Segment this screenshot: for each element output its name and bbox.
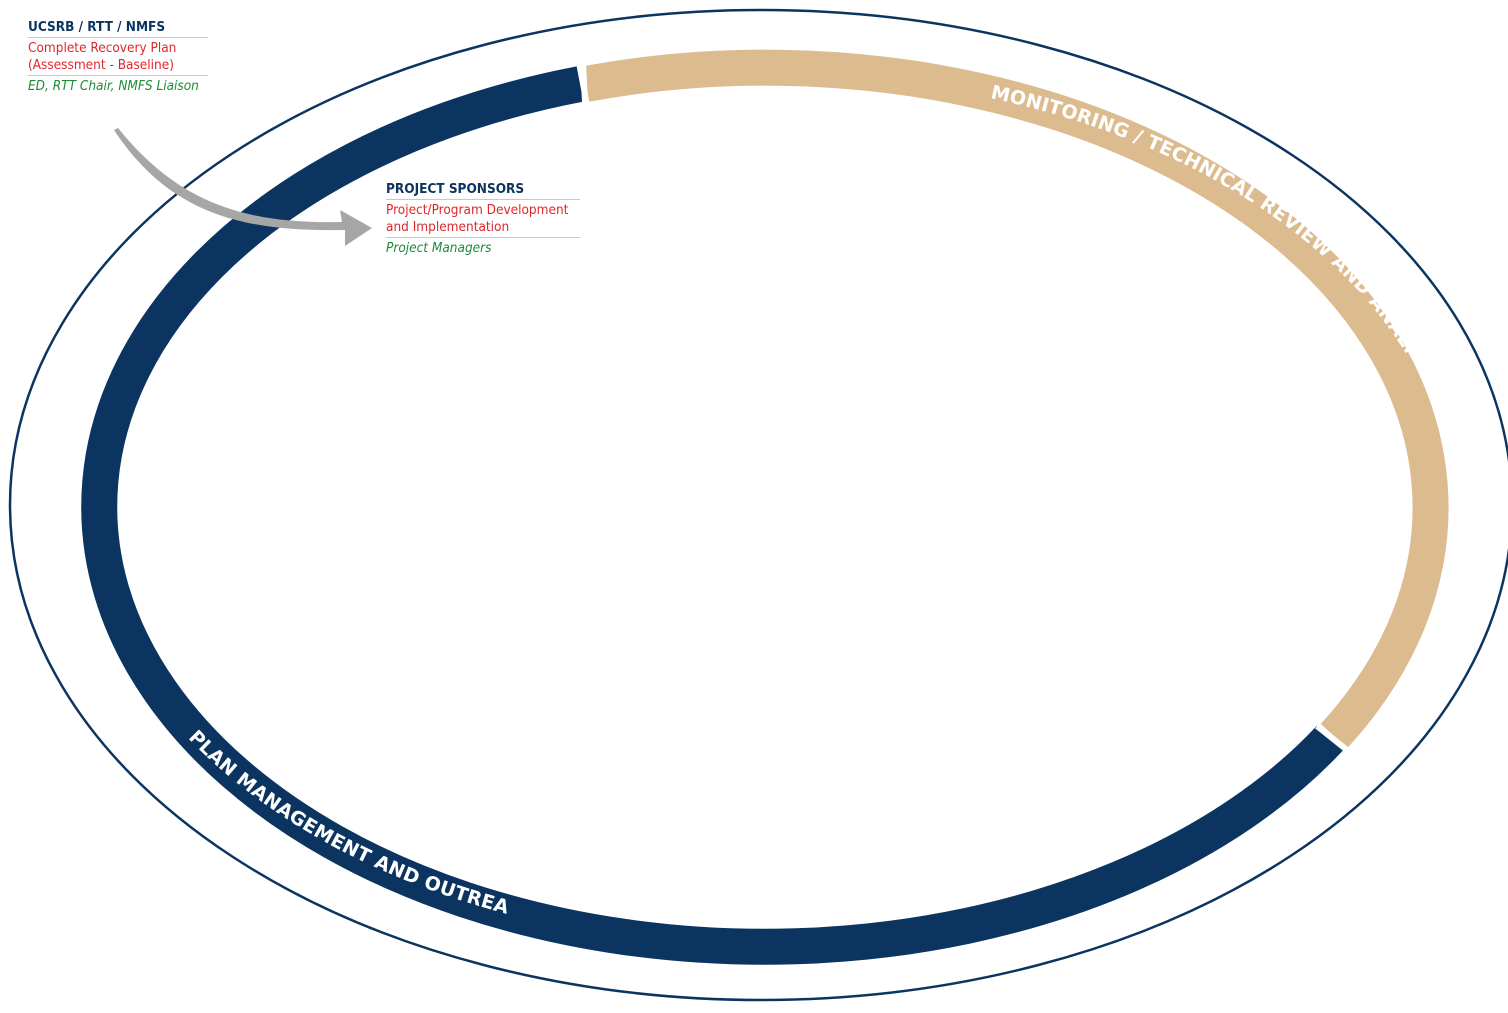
- ring-segment-plan-management: [81, 66, 1344, 965]
- ucsrb-box-activity-line: Complete Recovery Plan: [28, 40, 177, 56]
- project-sponsors-box-activity-line: and Implementation: [386, 219, 510, 235]
- outer-ring: [8, 8, 1508, 1002]
- ucsrb-box-activity-line: (Assessment - Baseline): [28, 57, 174, 73]
- project-sponsors-box-title: PROJECT SPONSORS: [386, 181, 580, 200]
- ucsrb-box: UCSRB / RTT / NMFS Complete Recovery Pla…: [28, 19, 208, 95]
- ucsrb-box-activity: Complete Recovery Plan (Assessment - Bas…: [28, 40, 208, 76]
- project-sponsors-box-activity: Project/Program Development and Implemen…: [386, 202, 580, 238]
- ucsrb-box-title: UCSRB / RTT / NMFS: [28, 19, 208, 38]
- ucsrb-box-responsible: ED, RTT Chair, NMFS Liaison: [28, 78, 199, 94]
- project-sponsors-box-responsible: Project Managers: [386, 240, 492, 256]
- segment-gap-top: [580, 61, 588, 103]
- flow-arrow: [114, 128, 372, 246]
- project-sponsors-box-activity-line: Project/Program Development: [386, 202, 569, 218]
- project-sponsors-box: PROJECT SPONSORS Project/Program Develop…: [386, 181, 580, 257]
- ring-segment-monitoring: [582, 49, 1449, 749]
- segment-gap-right: [1315, 723, 1349, 753]
